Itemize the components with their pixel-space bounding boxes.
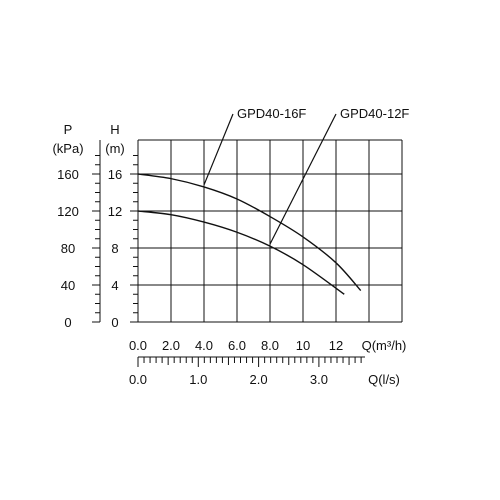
y-pressure-tick-label: 40	[61, 278, 75, 293]
y-pressure-axis-unit: (kPa)	[52, 141, 83, 156]
y-pressure-axis-title: P	[64, 122, 73, 137]
x-flow-m3h-tick-label: 12	[329, 338, 343, 353]
x-flow-m3h-tick-label: 0.0	[129, 338, 147, 353]
x-flow-m3h-axis-title: Q(m³/h)	[362, 338, 407, 353]
x-flow-ls-tick-label: 3.0	[310, 372, 328, 387]
x-flow-ls-tick-label: 1.0	[189, 372, 207, 387]
series-curve	[137, 210, 345, 295]
y-head-tick-label: 4	[111, 278, 118, 293]
series-curve	[137, 173, 362, 292]
y-head-tick-label: 12	[108, 204, 122, 219]
y-head-tick-label: 16	[108, 167, 122, 182]
y-pressure-tick-label: 0	[64, 315, 71, 330]
labels: P (kPa) H (m) Q(m³/h) Q(l/s) 04812160408…	[52, 106, 409, 387]
y-head-tick-label: 0	[111, 315, 118, 330]
x-flow-m3h-tick-label: 10	[296, 338, 310, 353]
y-pressure-tick-label: 80	[61, 241, 75, 256]
grid-lines	[137, 139, 403, 323]
y-pressure-tick-label: 160	[57, 167, 79, 182]
y-head-tick-label: 8	[111, 241, 118, 256]
axes	[92, 140, 365, 367]
x-flow-m3h-tick-label: 2.0	[162, 338, 180, 353]
x-flow-ls-tick-label: 0.0	[129, 372, 147, 387]
y-pressure-tick-label: 120	[57, 204, 79, 219]
series-curves	[137, 113, 362, 295]
y-head-axis-title: H	[110, 122, 119, 137]
x-flow-ls-tick-label: 2.0	[250, 372, 268, 387]
x-flow-m3h-tick-label: 8.0	[261, 338, 279, 353]
x-flow-m3h-tick-label: 4.0	[195, 338, 213, 353]
series-label: GPD40-12F	[340, 106, 409, 121]
x-flow-m3h-tick-label: 6.0	[228, 338, 246, 353]
series-label: GPD40-16F	[237, 106, 306, 121]
series-leader-line	[269, 113, 337, 245]
y-head-axis-unit: (m)	[105, 141, 125, 156]
x-flow-ls-axis-title: Q(l/s)	[368, 372, 400, 387]
series-leader-line	[203, 113, 234, 186]
